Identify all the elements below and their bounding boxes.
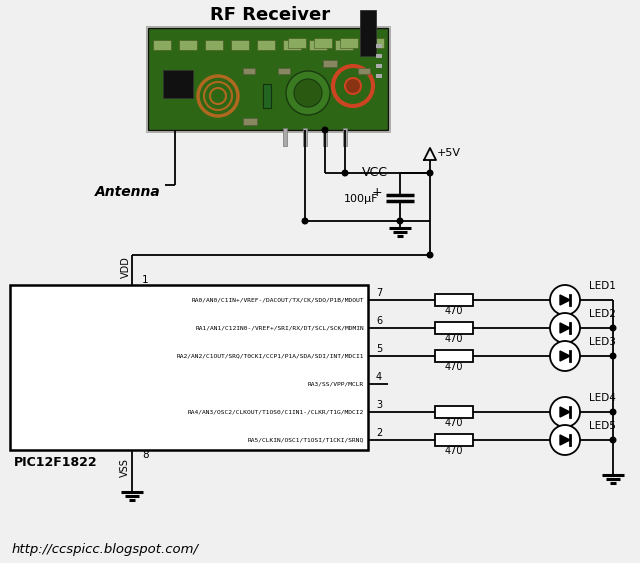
Bar bbox=[257, 40, 275, 50]
Text: RF Receiver: RF Receiver bbox=[210, 6, 330, 24]
Bar bbox=[376, 44, 382, 48]
Circle shape bbox=[286, 71, 330, 115]
Circle shape bbox=[610, 437, 616, 443]
Bar bbox=[435, 294, 473, 306]
Polygon shape bbox=[560, 435, 570, 445]
Bar bbox=[231, 40, 249, 50]
Text: +: + bbox=[371, 185, 382, 199]
Text: Antenna: Antenna bbox=[95, 185, 161, 199]
Bar bbox=[366, 38, 384, 48]
Bar bbox=[283, 40, 301, 50]
Bar bbox=[335, 40, 353, 50]
Text: 100μF: 100μF bbox=[344, 194, 378, 204]
Text: RA2/AN2/C1OUT/SRQ/T0CKI/CCP1/P1A/SDA/SDI/INT/MDCI1: RA2/AN2/C1OUT/SRQ/T0CKI/CCP1/P1A/SDA/SDI… bbox=[177, 354, 364, 359]
Text: LED2: LED2 bbox=[589, 309, 616, 319]
Bar bbox=[288, 38, 306, 48]
Bar bbox=[153, 40, 171, 50]
Text: 470: 470 bbox=[445, 334, 463, 344]
Bar bbox=[340, 38, 358, 48]
Text: PIC12F1822: PIC12F1822 bbox=[14, 455, 98, 468]
Circle shape bbox=[550, 341, 580, 371]
Text: 1: 1 bbox=[142, 275, 148, 285]
Text: RA3/SS/VPP/MCLR: RA3/SS/VPP/MCLR bbox=[308, 382, 364, 387]
Bar bbox=[179, 40, 197, 50]
Circle shape bbox=[342, 170, 348, 176]
Text: VSS: VSS bbox=[120, 458, 130, 477]
Bar bbox=[376, 54, 382, 58]
Text: 470: 470 bbox=[445, 446, 463, 456]
Text: VDD: VDD bbox=[121, 256, 131, 278]
Bar bbox=[10, 285, 368, 450]
Bar bbox=[148, 28, 388, 130]
Circle shape bbox=[550, 397, 580, 427]
Bar bbox=[205, 40, 223, 50]
Bar bbox=[243, 118, 257, 125]
Bar bbox=[343, 128, 347, 146]
Circle shape bbox=[397, 218, 403, 224]
Text: LED5: LED5 bbox=[589, 421, 616, 431]
Polygon shape bbox=[560, 323, 570, 333]
Text: 470: 470 bbox=[445, 362, 463, 372]
Circle shape bbox=[428, 252, 433, 258]
Text: 4: 4 bbox=[376, 372, 382, 382]
Bar bbox=[323, 128, 327, 146]
Bar bbox=[376, 64, 382, 68]
Text: 470: 470 bbox=[445, 306, 463, 316]
Text: http://ccspicc.blogspot.com/: http://ccspicc.blogspot.com/ bbox=[12, 543, 199, 556]
Text: 3: 3 bbox=[376, 400, 382, 410]
Text: RA5/CLKIN/OSC1/T1OSI/T1CKI/SRNQ: RA5/CLKIN/OSC1/T1OSI/T1CKI/SRNQ bbox=[248, 437, 364, 443]
Bar bbox=[263, 84, 271, 108]
Bar bbox=[163, 70, 193, 98]
Circle shape bbox=[428, 170, 433, 176]
Text: 7: 7 bbox=[376, 288, 382, 298]
Bar bbox=[376, 74, 382, 78]
Bar bbox=[303, 128, 307, 146]
Bar bbox=[435, 322, 473, 334]
Bar bbox=[435, 434, 473, 446]
Bar bbox=[146, 26, 390, 132]
Text: 470: 470 bbox=[445, 418, 463, 428]
Polygon shape bbox=[560, 407, 570, 417]
Circle shape bbox=[345, 78, 361, 94]
Circle shape bbox=[550, 313, 580, 343]
Circle shape bbox=[610, 409, 616, 415]
Bar bbox=[314, 38, 332, 48]
Polygon shape bbox=[560, 351, 570, 361]
Text: LED3: LED3 bbox=[589, 337, 616, 347]
Text: +5V: +5V bbox=[437, 148, 461, 158]
Circle shape bbox=[322, 127, 328, 133]
Bar bbox=[360, 10, 376, 56]
Circle shape bbox=[610, 353, 616, 359]
Text: LED1: LED1 bbox=[589, 281, 616, 291]
Bar bbox=[323, 60, 337, 67]
Bar bbox=[358, 68, 370, 74]
Polygon shape bbox=[560, 295, 570, 305]
Bar bbox=[435, 350, 473, 362]
Circle shape bbox=[302, 218, 308, 224]
Text: LED4: LED4 bbox=[589, 393, 616, 403]
Circle shape bbox=[610, 325, 616, 331]
Text: 8: 8 bbox=[142, 450, 148, 460]
Text: RA4/AN3/OSC2/CLKOUT/T1OS0/C1IN1-/CLKR/T1G/MDCI2: RA4/AN3/OSC2/CLKOUT/T1OS0/C1IN1-/CLKR/T1… bbox=[188, 409, 364, 414]
Text: 6: 6 bbox=[376, 316, 382, 326]
Circle shape bbox=[294, 79, 322, 107]
Circle shape bbox=[550, 285, 580, 315]
Circle shape bbox=[550, 425, 580, 455]
Bar bbox=[283, 128, 287, 146]
Text: RA1/AN1/C12IN0-/VREF+/SRI/RX/DT/SCL/SCK/MDMIN: RA1/AN1/C12IN0-/VREF+/SRI/RX/DT/SCL/SCK/… bbox=[195, 325, 364, 330]
Bar bbox=[243, 68, 255, 74]
Bar bbox=[435, 406, 473, 418]
Text: VCC: VCC bbox=[362, 167, 388, 180]
Text: 2: 2 bbox=[376, 428, 382, 438]
Text: 5: 5 bbox=[376, 344, 382, 354]
Bar bbox=[278, 68, 290, 74]
Text: RA0/AN0/C1IN+/VREF-/DACOUT/TX/CK/SDO/P1B/MDOUT: RA0/AN0/C1IN+/VREF-/DACOUT/TX/CK/SDO/P1B… bbox=[191, 297, 364, 302]
Bar bbox=[309, 40, 327, 50]
